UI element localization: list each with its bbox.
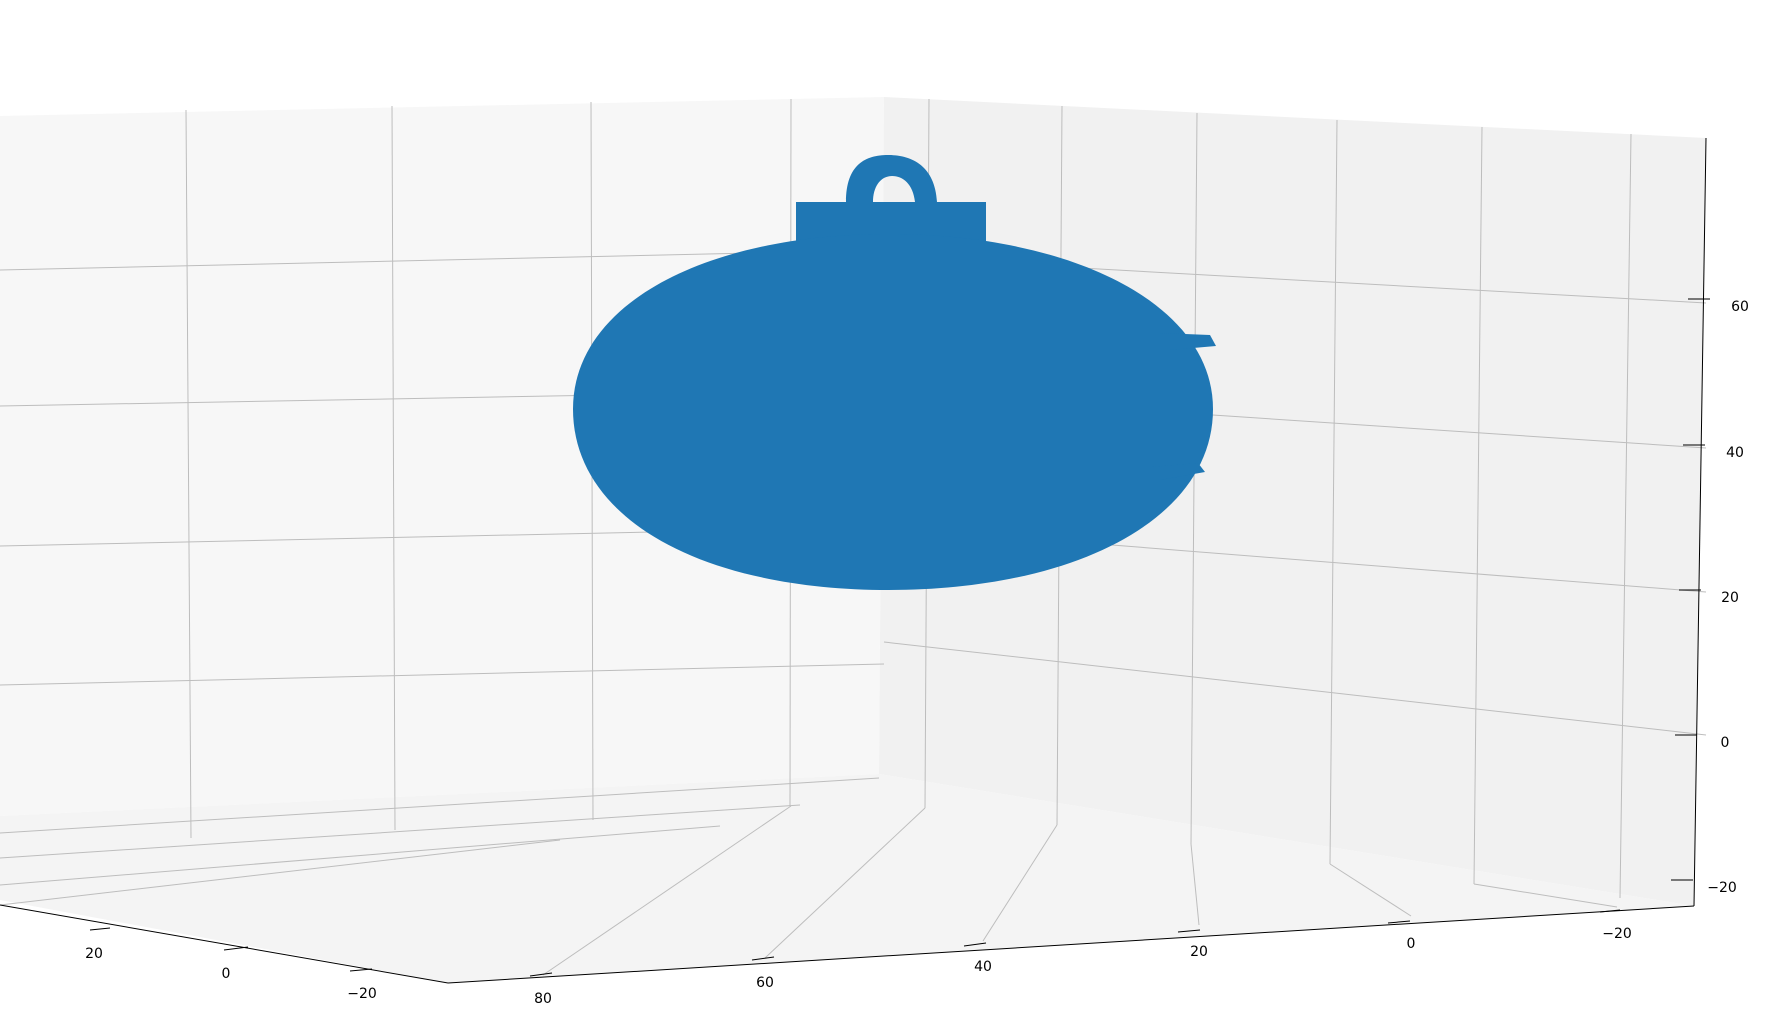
floor-grid-front-1 (764, 807, 926, 959)
ornament-body (573, 234, 1213, 590)
z-axis-tick-label-4: −20 (1707, 880, 1737, 896)
front-axis-tick-label-1: 60 (756, 975, 774, 991)
front-axis-tick-3 (1177, 929, 1201, 933)
right-pane-vertical-grid-5 (1619, 133, 1632, 899)
axis-lines (0, 137, 1707, 984)
right-pane-vertical-grid-4 (1473, 126, 1483, 885)
front-axis-tick-2 (963, 942, 987, 947)
hanging-loop (846, 155, 937, 202)
left-axis-line (0, 904, 449, 984)
axis-ticks (89, 298, 1710, 977)
z-axis-line (1693, 137, 1707, 907)
left-axis-tick-0 (89, 927, 111, 931)
floor-grid-front-2 (982, 824, 1058, 942)
right-pane-vertical-grid-2 (1190, 112, 1198, 845)
front-axis-tick-label-3: 20 (1190, 944, 1208, 960)
floor-grid-left-1 (0, 804, 801, 859)
front-axis-tick-5 (1599, 909, 1621, 913)
floor-grid-front-0 (542, 805, 792, 976)
ornament-surface (573, 155, 1216, 590)
front-axis-line (447, 905, 1695, 984)
left-axis-tick-2 (349, 968, 373, 972)
z-axis-tick-label-3: 0 (1721, 735, 1730, 751)
floor-grid-left-0 (0, 777, 880, 834)
left-axis-tick-1 (223, 946, 249, 951)
front-axis-tick-4 (1387, 920, 1411, 924)
floor-pane (0, 774, 1694, 983)
left-pane-vertical-grid-1 (391, 105, 396, 831)
left-axis-tick-label-0: 20 (85, 946, 103, 962)
right-pane-vertical-grid-3 (1329, 119, 1338, 865)
floor-grid-front-5 (1473, 883, 1618, 908)
z-axis-tick-label-2: 20 (1721, 590, 1739, 606)
left-pane-vertical-grid-0 (185, 109, 192, 839)
z-axis-tick-label-1: 40 (1726, 445, 1744, 461)
back-left-pane (0, 97, 884, 816)
z-axis-tick-label-0: 60 (1731, 299, 1749, 315)
front-axis-tick-1 (751, 956, 775, 961)
floor-grid-left-2 (0, 825, 721, 886)
left-axis-tick-label-1: 0 (222, 966, 231, 982)
left-pane-horizontal-grid-3 (0, 663, 885, 686)
right-pane-horizontal-grid-3 (883, 641, 1707, 736)
front-axis-tick-0 (529, 972, 553, 977)
front-axis-tick-label-0: 80 (534, 991, 552, 1007)
floor-grid-front-4 (1329, 863, 1412, 917)
floor-grid-front-3 (1190, 843, 1200, 926)
front-axis-tick-label-5: −20 (1602, 926, 1632, 942)
floor-grid-left-3 (0, 839, 561, 906)
side-fin-upper (1160, 333, 1216, 350)
front-axis-tick-label-2: 40 (974, 959, 992, 975)
front-axis-tick-label-4: 0 (1407, 936, 1416, 952)
side-fin-lower (1150, 463, 1205, 480)
grid-lines (0, 98, 1707, 976)
left-axis-tick-label-2: −20 (347, 986, 377, 1002)
